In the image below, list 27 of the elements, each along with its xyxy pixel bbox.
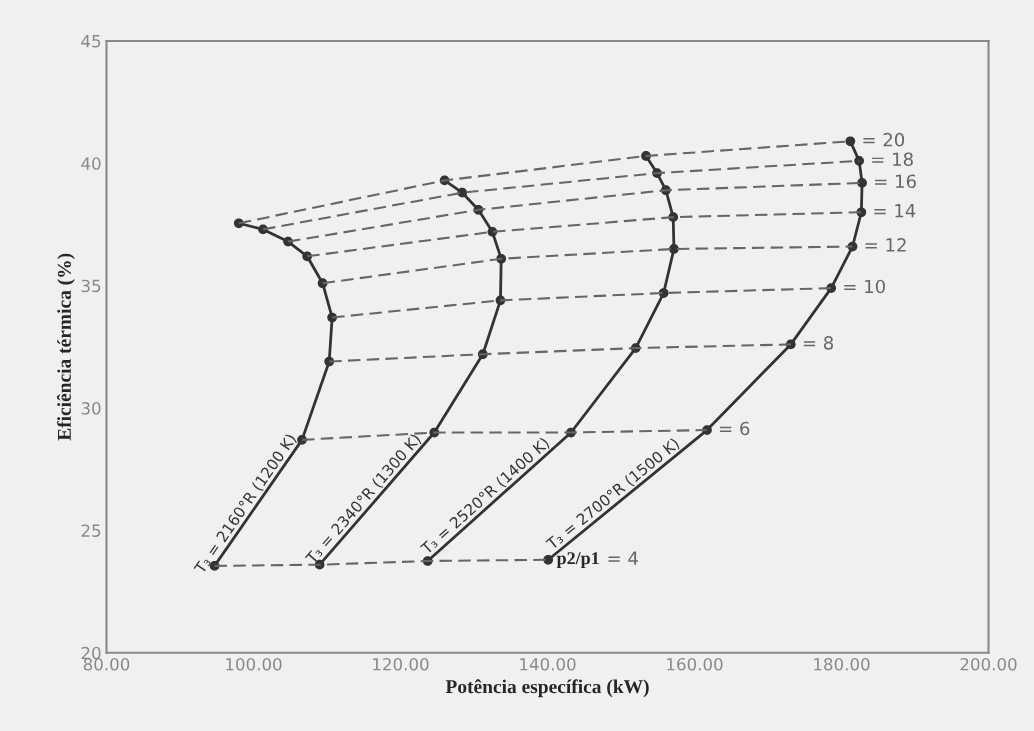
y-tick-label: 20 [81, 646, 101, 660]
series-label: = 18 [872, 152, 913, 167]
x-axis-title: Potência específica (kW) [445, 679, 649, 698]
point [857, 178, 867, 188]
series-label: = 14 [874, 204, 916, 218]
x-tick-label: 120.00 [373, 657, 429, 671]
x-tick-label: 140.00 [520, 657, 576, 671]
x-tick-label: 200.00 [960, 657, 1017, 671]
y-axis-title: Eficiência térmica (%) [57, 253, 75, 441]
point [854, 156, 864, 166]
point [845, 136, 856, 147]
y-tick-label: 30 [81, 402, 101, 415]
series-label: = 16 [875, 174, 916, 189]
y-tick-label: 25 [81, 524, 101, 537]
y-tick-label: 45 [81, 35, 101, 48]
series-label: = 10 [844, 279, 885, 294]
y-tick-label: 40 [81, 157, 101, 170]
series-label: = 20 [863, 132, 905, 147]
annotation: p2/p1 [556, 552, 599, 568]
series-label: = 12 [865, 238, 906, 252]
series-label: = 6 [720, 421, 750, 436]
text: = 4 [608, 551, 638, 565]
x-tick-label: 100.00 [226, 657, 282, 671]
series-label: = 8 [803, 335, 834, 350]
y-tick-label: 35 [81, 279, 101, 293]
x-tick-label: 160.00 [667, 657, 723, 671]
x-tick-label: 180.00 [814, 657, 870, 671]
